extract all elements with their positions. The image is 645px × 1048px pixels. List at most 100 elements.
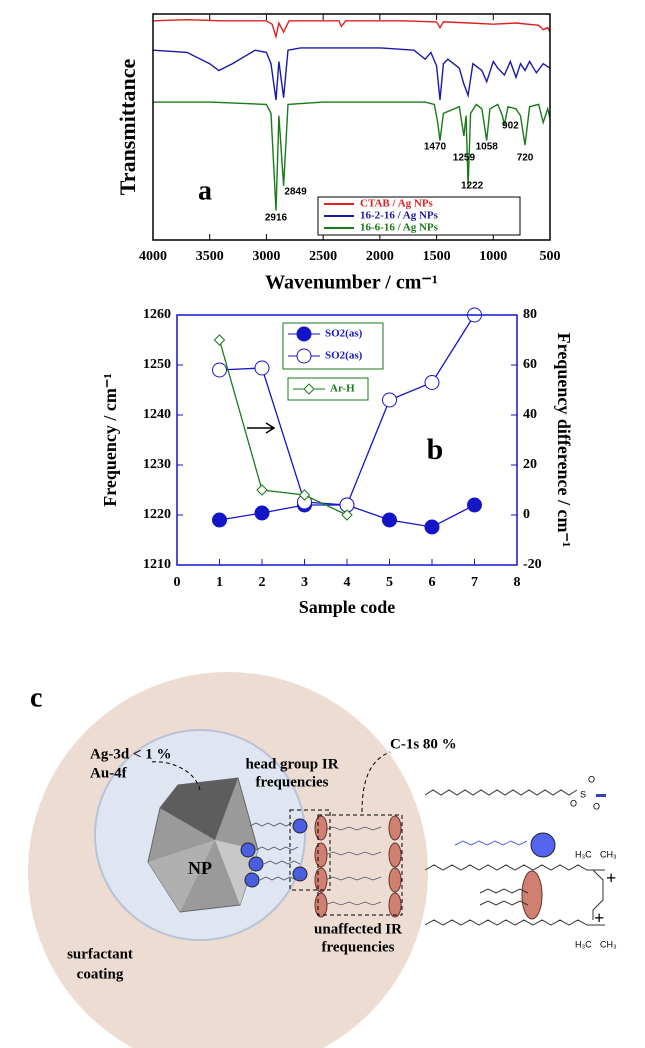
chem-structures <box>424 789 605 926</box>
y2-tick-label: 60 <box>523 357 537 372</box>
chem-label: O <box>570 798 577 808</box>
x-tick-label: 5 <box>386 575 393 590</box>
y2-tick-label: 80 <box>523 307 537 322</box>
x-tick-label: 1000 <box>479 249 507 264</box>
y-tick-label: 1230 <box>143 457 171 472</box>
x-axis-label: Wavenumber / cm⁻¹ <box>265 272 438 294</box>
ir-label: head group IR <box>245 756 338 772</box>
marker <box>298 489 311 501</box>
x-tick-label: 4000 <box>139 249 167 264</box>
charge-minus <box>596 794 606 797</box>
series-line <box>153 101 551 211</box>
peak-label: 1058 <box>476 142 499 153</box>
peak-label: 1259 <box>453 153 476 164</box>
ir-label: frequencies <box>255 774 328 790</box>
marker <box>341 509 353 521</box>
y-tick-label: 1250 <box>143 357 171 372</box>
xps-label: Au-4f <box>90 765 128 781</box>
marker <box>296 326 312 342</box>
marker <box>296 348 312 364</box>
chem-label: + <box>594 908 604 928</box>
x-tick-label: 2 <box>259 575 266 590</box>
marker <box>303 383 315 395</box>
y-tick-label: 1260 <box>143 307 171 322</box>
y-tick-label: 1220 <box>143 507 171 522</box>
xps-label: C-1s 80 % <box>390 736 457 752</box>
x-tick-label: 0 <box>174 575 181 590</box>
coating-label: coating <box>77 966 124 982</box>
series-line <box>152 18 551 40</box>
ir-label: frequencies <box>321 939 394 955</box>
callouts <box>149 751 403 916</box>
peak-label: 902 <box>502 121 519 132</box>
x-tick-label: 6 <box>429 575 436 590</box>
marker <box>212 362 227 378</box>
diagram <box>28 672 606 1048</box>
chem-label: H₃C <box>575 849 592 859</box>
x-tick-label: 1500 <box>423 249 451 264</box>
x-tick-label: 500 <box>540 249 561 264</box>
peak-label: 2916 <box>265 213 288 224</box>
y2-tick-label: 0 <box>523 507 530 522</box>
legend-label: SO2(as) <box>325 350 363 362</box>
ir-label: unaffected IR <box>314 921 402 937</box>
marker <box>254 505 270 521</box>
y2-tick-label: 40 <box>523 407 537 422</box>
chem-label: S <box>580 789 586 799</box>
marker <box>254 360 270 376</box>
y2-tick-label: -20 <box>523 557 542 572</box>
marker <box>467 497 482 513</box>
marker <box>424 375 440 390</box>
legend-box <box>287 377 369 401</box>
x-tick-label: 4 <box>344 575 351 590</box>
y-tick-label: 1210 <box>143 557 171 572</box>
legend-label: SO2(as) <box>325 328 363 340</box>
x-axis-label: Sample code <box>299 597 396 617</box>
chem-label: CH₃ <box>600 939 617 949</box>
np-label: NP <box>188 858 212 878</box>
panel-label: a <box>198 175 212 206</box>
y2-tick-label: 20 <box>523 457 537 472</box>
peak-label: 2849 <box>284 187 307 198</box>
x-tick-label: 8 <box>514 575 521 590</box>
head-groups <box>240 818 308 888</box>
x-tick-label: 7 <box>471 575 478 590</box>
legend-label: CTAB / Ag NPs <box>360 198 434 210</box>
marker <box>212 512 227 528</box>
marker <box>256 484 268 496</box>
y-axis-label: Transmittance <box>115 59 140 196</box>
legend-label: 16-2-16 / Ag NPs <box>360 210 439 222</box>
marker <box>424 519 440 535</box>
chem-label: H₃C <box>575 939 592 949</box>
x-tick-label: 2000 <box>366 249 394 264</box>
series-line <box>152 47 551 100</box>
panel-label: b <box>427 433 444 466</box>
x-tick-label: 3000 <box>252 249 280 264</box>
head-icon <box>530 832 556 858</box>
coating-label: surfactant <box>67 946 133 962</box>
peak-label: 1222 <box>461 181 484 192</box>
x-tick-label: 1 <box>216 575 223 590</box>
y-axis-label: Frequency / cm⁻¹ <box>100 373 120 507</box>
panel-label: c <box>30 682 42 713</box>
chem-label: CH₃ <box>600 849 617 859</box>
marker <box>382 392 397 408</box>
chem-label: O <box>593 801 600 811</box>
x-tick-label: 3500 <box>196 249 224 264</box>
arrow <box>247 422 276 434</box>
tails <box>249 822 382 906</box>
facet <box>160 778 238 840</box>
y2-axis-label: Frequency difference / cm⁻¹ <box>554 333 574 548</box>
series-line <box>218 339 348 516</box>
plot-frame <box>152 13 551 241</box>
facet <box>148 840 215 912</box>
chem-label: O <box>588 774 595 784</box>
legend-label: 16-6-16 / Ag NPs <box>360 222 439 234</box>
x-tick-label: 3 <box>301 575 308 590</box>
xps-label: Ag-3d < 1 % <box>90 746 171 762</box>
legend-label: Ar-H <box>330 383 355 395</box>
chem-label: + <box>606 868 616 888</box>
marker <box>213 334 226 346</box>
peak-label: 1470 <box>424 142 447 153</box>
